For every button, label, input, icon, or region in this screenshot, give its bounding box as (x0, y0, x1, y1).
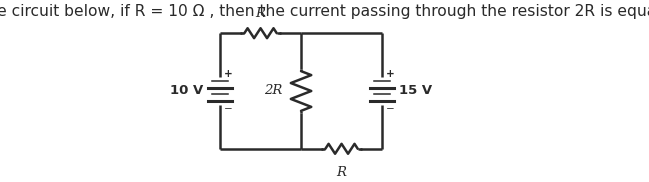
Text: 10 V: 10 V (170, 84, 203, 98)
Text: 15 V: 15 V (399, 84, 432, 98)
Text: −: − (386, 104, 395, 114)
Text: R: R (337, 166, 347, 179)
Text: +: + (386, 69, 395, 79)
Text: +: + (224, 69, 233, 79)
Text: −: − (224, 104, 233, 114)
Text: 2R: 2R (264, 84, 282, 98)
Text: R: R (256, 7, 265, 20)
Text: In the circuit below, if R = 10 Ω , then the current passing through the resisto: In the circuit below, if R = 10 Ω , then… (0, 4, 649, 19)
